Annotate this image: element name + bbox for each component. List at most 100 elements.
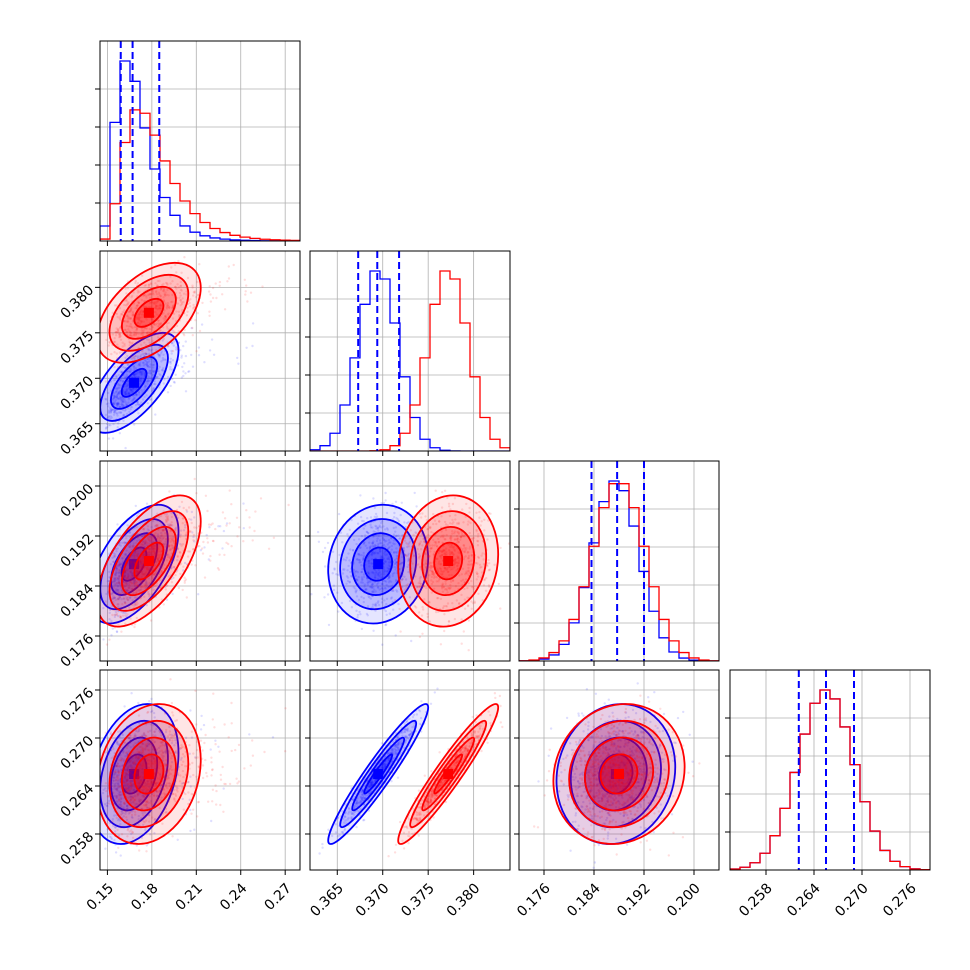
scatter-point bbox=[124, 582, 127, 585]
scatter-point bbox=[131, 599, 134, 602]
scatter-point bbox=[137, 301, 140, 304]
scatter-point bbox=[138, 315, 141, 319]
scatter-point bbox=[127, 328, 130, 331]
scatter-point bbox=[141, 563, 144, 566]
scatter-point bbox=[169, 555, 172, 558]
scatter-point bbox=[107, 437, 111, 440]
scatter-point bbox=[114, 573, 117, 576]
scatter-point bbox=[113, 596, 117, 599]
scatter-point bbox=[126, 287, 130, 290]
scatter-point bbox=[130, 376, 133, 379]
scatter-point bbox=[138, 391, 141, 394]
scatter-point bbox=[184, 340, 187, 343]
scatter-point bbox=[118, 583, 122, 587]
scatter-point bbox=[195, 492, 198, 495]
scatter-point bbox=[148, 567, 151, 570]
scatter-point bbox=[116, 414, 119, 417]
scatter-point bbox=[162, 290, 165, 293]
scatter-point bbox=[114, 584, 117, 587]
scatter-point bbox=[116, 568, 119, 571]
scatter-point bbox=[145, 363, 148, 366]
scatter-point bbox=[443, 629, 446, 633]
scatter-point bbox=[147, 371, 150, 374]
scatter-point bbox=[211, 286, 215, 290]
scatter-point bbox=[122, 581, 125, 584]
scatter-point bbox=[147, 568, 150, 571]
scatter-point bbox=[209, 293, 212, 296]
scatter-point bbox=[189, 709, 192, 712]
scatter-point bbox=[157, 332, 160, 336]
scatter-point bbox=[141, 313, 144, 316]
scatter-point bbox=[140, 313, 143, 316]
scatter-point bbox=[217, 745, 220, 748]
scatter-point bbox=[115, 387, 119, 390]
scatter-point bbox=[161, 537, 164, 540]
scatter-point bbox=[155, 284, 159, 287]
scatter-point bbox=[127, 391, 131, 394]
scatter-point bbox=[133, 330, 136, 334]
scatter-point bbox=[227, 277, 231, 280]
scatter-point bbox=[113, 577, 116, 580]
scatter-point bbox=[126, 524, 129, 527]
scatter-point bbox=[111, 627, 115, 630]
scatter-point bbox=[159, 329, 162, 332]
scatter-point bbox=[136, 514, 139, 518]
scatter-point bbox=[155, 301, 158, 304]
scatter-point bbox=[159, 354, 162, 357]
scatter-point bbox=[136, 602, 139, 605]
scatter-point bbox=[144, 352, 148, 356]
scatter-point bbox=[149, 379, 152, 382]
scatter-point bbox=[172, 536, 175, 539]
scatter-point bbox=[394, 599, 397, 602]
scatter-point bbox=[189, 298, 192, 301]
scatter-point bbox=[118, 334, 121, 337]
scatter-point bbox=[143, 388, 146, 392]
scatter-point bbox=[152, 301, 155, 304]
scatter-point bbox=[150, 317, 153, 320]
scatter-point bbox=[135, 571, 138, 574]
scatter-point bbox=[112, 397, 116, 400]
scatter-point bbox=[140, 333, 143, 336]
scatter-point bbox=[113, 395, 116, 398]
scatter-point bbox=[153, 551, 157, 555]
scatter-point bbox=[117, 597, 120, 600]
scatter-point bbox=[170, 266, 173, 269]
scatter-point bbox=[147, 552, 150, 556]
scatter-point bbox=[130, 325, 133, 328]
scatter-point bbox=[118, 384, 122, 387]
scatter-point bbox=[176, 838, 179, 841]
scatter-point bbox=[153, 544, 157, 547]
scatter-point bbox=[119, 562, 122, 565]
scatter-point bbox=[125, 583, 129, 586]
scatter-point bbox=[105, 643, 109, 646]
scatter-point bbox=[104, 847, 107, 850]
scatter-point bbox=[204, 494, 208, 497]
scatter-point bbox=[312, 508, 314, 510]
scatter-point bbox=[160, 287, 163, 290]
density-peak-red bbox=[143, 556, 154, 566]
scatter-point bbox=[126, 589, 129, 592]
scatter-point bbox=[140, 321, 143, 324]
scatter-point bbox=[127, 392, 130, 395]
scatter-point bbox=[131, 572, 134, 575]
scatter-point bbox=[222, 810, 225, 813]
scatter-point bbox=[127, 316, 130, 319]
panel-3-0 bbox=[95, 669, 301, 875]
scatter-point bbox=[149, 331, 152, 334]
scatter-point bbox=[161, 369, 164, 372]
scatter-point bbox=[144, 384, 147, 388]
scatter-point bbox=[337, 512, 341, 516]
scatter-point bbox=[227, 265, 230, 268]
scatter-point bbox=[129, 570, 132, 574]
scatter-point bbox=[108, 570, 111, 574]
scatter-point bbox=[107, 344, 111, 347]
scatter-point bbox=[150, 398, 153, 401]
scatter-point bbox=[384, 499, 387, 502]
scatter-point bbox=[208, 349, 212, 352]
scatter-point bbox=[174, 263, 177, 267]
panel-1-0 bbox=[95, 250, 301, 456]
scatter-point bbox=[146, 380, 149, 383]
scatter-point bbox=[121, 313, 124, 317]
scatter-point bbox=[117, 605, 120, 609]
scatter-point bbox=[117, 565, 120, 568]
